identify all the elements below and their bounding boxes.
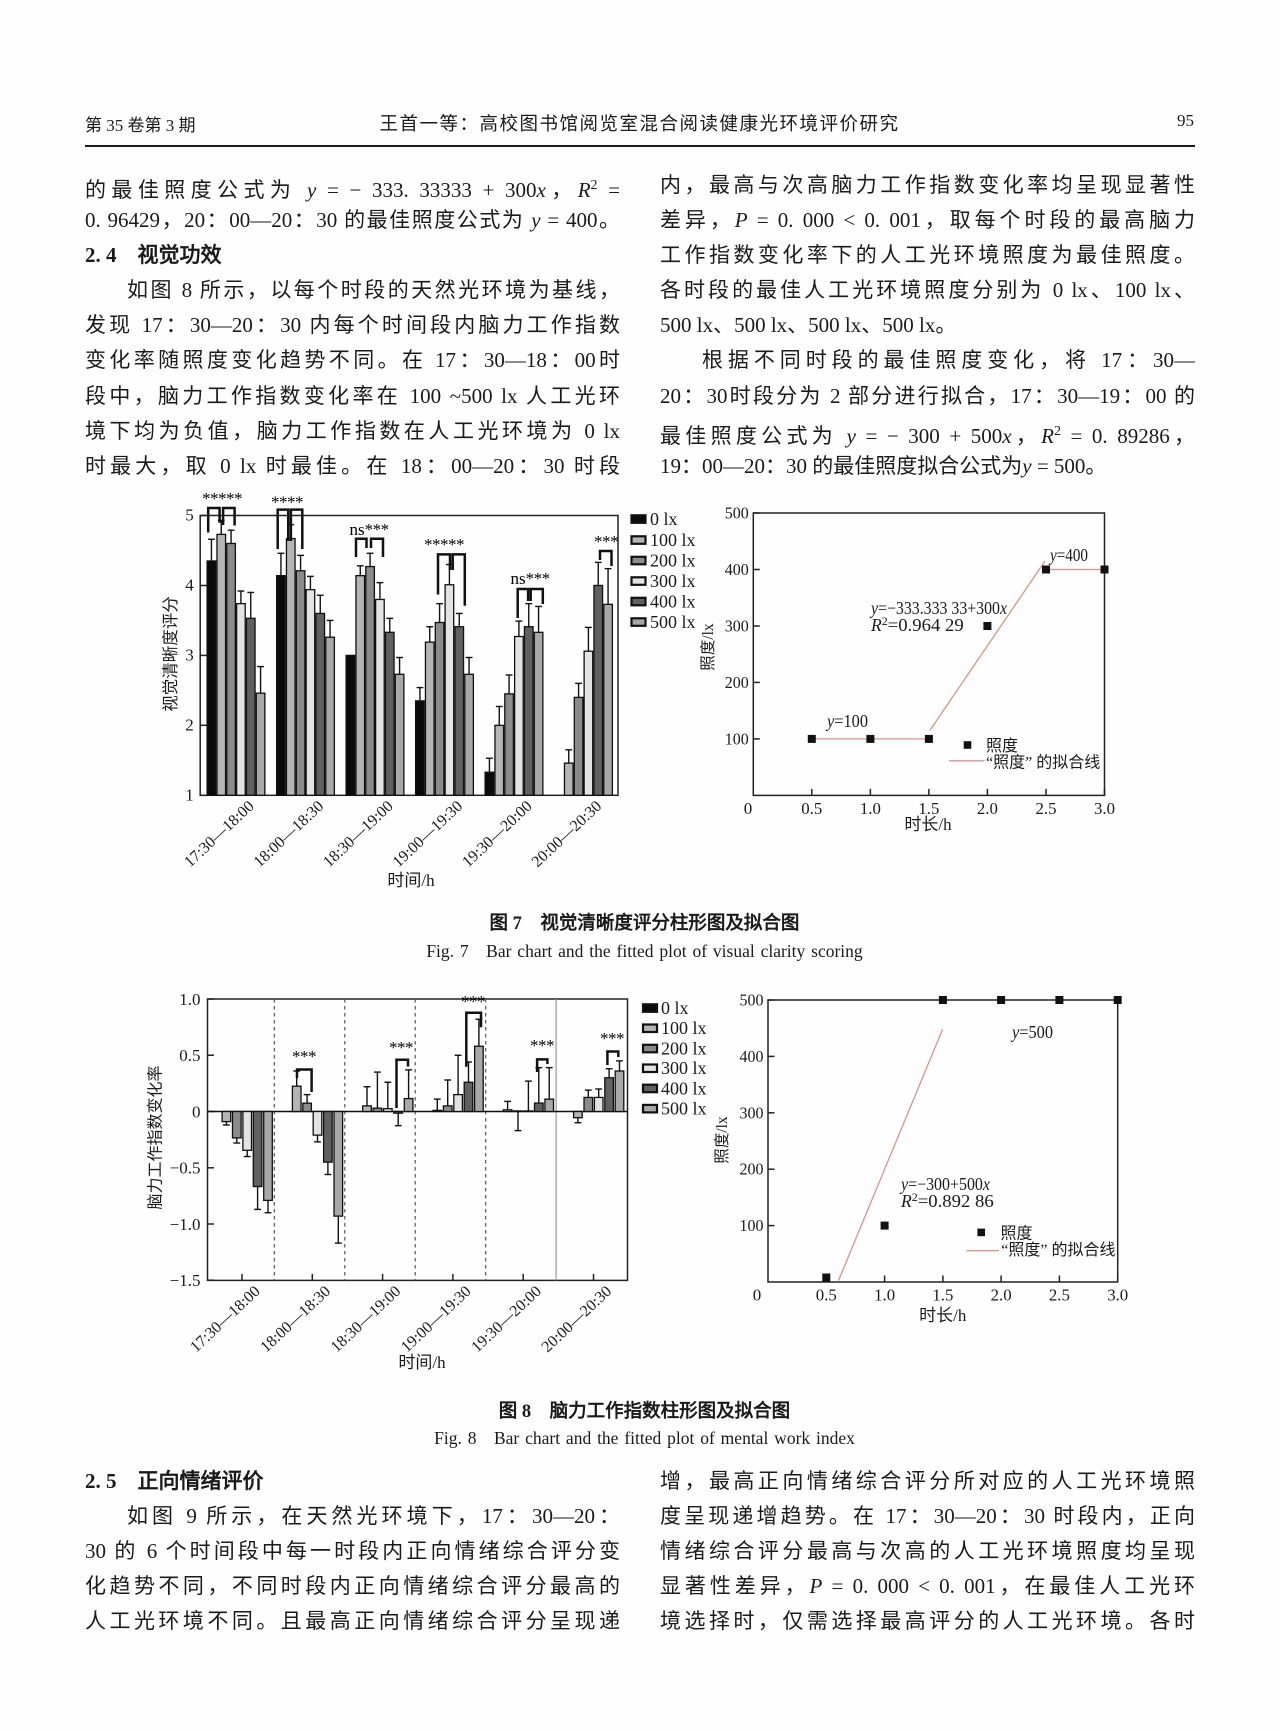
svg-text:100 lx: 100 lx: [661, 1018, 707, 1038]
svg-text:***: ***: [292, 1047, 316, 1066]
svg-text:***: ***: [600, 1029, 624, 1048]
svg-text:300 lx: 300 lx: [650, 571, 696, 591]
svg-text:y=400: y=400: [1048, 545, 1088, 565]
svg-text:200: 200: [740, 1160, 764, 1179]
svg-text:y=500: y=500: [1010, 1022, 1053, 1042]
svg-text:17:30—18:00: 17:30—18:00: [187, 1283, 264, 1356]
svg-text:y=100: y=100: [825, 711, 868, 731]
svg-text:***: ***: [530, 1036, 554, 1055]
svg-text:1.0: 1.0: [874, 1286, 895, 1305]
svg-text:***: ***: [594, 532, 618, 551]
svg-text:17:30—18:00: 17:30—18:00: [181, 798, 258, 871]
svg-text:R2=0.964 29: R2=0.964 29: [870, 614, 964, 635]
svg-text:***: ***: [461, 992, 485, 1011]
svg-text:100: 100: [740, 1216, 764, 1235]
svg-text:500 lx: 500 lx: [661, 1099, 707, 1119]
svg-text:300: 300: [740, 1103, 764, 1122]
svg-text:18:30—19:00: 18:30—19:00: [328, 1283, 405, 1356]
svg-text:20:00—20:30: 20:00—20:30: [539, 1283, 616, 1356]
svg-text:1.5: 1.5: [932, 1286, 953, 1305]
svg-text:0: 0: [192, 1102, 201, 1121]
svg-text:****: ****: [271, 493, 303, 512]
svg-text:18:00—18:30: 18:00—18:30: [251, 798, 328, 871]
svg-text:1.5: 1.5: [918, 799, 939, 818]
svg-text:20:00—20:30: 20:00—20:30: [529, 798, 606, 871]
svg-text:400 lx: 400 lx: [661, 1078, 707, 1098]
svg-text:1.0: 1.0: [179, 990, 200, 1009]
svg-text:19:30—20:00: 19:30—20:00: [459, 798, 536, 871]
svg-text:400 lx: 400 lx: [650, 592, 696, 612]
svg-text:−0.5: −0.5: [170, 1159, 201, 1178]
svg-text:3.0: 3.0: [1094, 799, 1115, 818]
svg-text:500 lx: 500 lx: [650, 612, 696, 632]
svg-text:19:30—20:00: 19:30—20:00: [468, 1283, 545, 1356]
svg-text:500: 500: [740, 991, 764, 1010]
svg-text:“照度” 的拟合线: “照度” 的拟合线: [1001, 1241, 1115, 1259]
svg-text:R2=0.892 86: R2=0.892 86: [900, 1190, 994, 1211]
svg-text:照度/lx: 照度/lx: [713, 1116, 731, 1164]
svg-text:0 lx: 0 lx: [661, 998, 689, 1018]
svg-text:0.5: 0.5: [816, 1286, 837, 1305]
svg-text:脑力工作指数变化率: 脑力工作指数变化率: [147, 1065, 165, 1209]
svg-text:300 lx: 300 lx: [661, 1058, 707, 1078]
svg-text:2.5: 2.5: [1036, 799, 1057, 818]
svg-text:200 lx: 200 lx: [661, 1039, 707, 1059]
svg-text:100: 100: [725, 729, 749, 748]
svg-text:−1.0: −1.0: [170, 1215, 201, 1234]
svg-text:19:00—19:30: 19:00—19:30: [398, 1283, 475, 1356]
svg-text:y=−333.333 33+300x: y=−333.333 33+300x: [869, 598, 1007, 618]
svg-text:2.5: 2.5: [1049, 1286, 1070, 1305]
svg-text:“照度” 的拟合线: “照度” 的拟合线: [986, 754, 1100, 772]
svg-text:18:30—19:00: 18:30—19:00: [320, 798, 397, 871]
svg-text:0: 0: [744, 799, 753, 818]
svg-text:5: 5: [185, 506, 194, 525]
svg-text:*****: *****: [424, 535, 464, 554]
svg-text:19:00—19:30: 19:00—19:30: [390, 798, 467, 871]
svg-text:0: 0: [753, 1286, 762, 1305]
svg-text:时间/h: 时间/h: [398, 1353, 446, 1372]
svg-text:***: ***: [389, 1038, 413, 1057]
svg-text:2: 2: [185, 716, 194, 735]
svg-text:500: 500: [725, 504, 749, 523]
svg-text:0.5: 0.5: [801, 799, 822, 818]
svg-text:1.0: 1.0: [860, 799, 881, 818]
svg-text:4: 4: [185, 576, 194, 595]
svg-text:−1.5: −1.5: [170, 1271, 201, 1290]
svg-text:*****: *****: [202, 489, 242, 508]
svg-text:400: 400: [740, 1047, 764, 1066]
svg-text:y=−300+500x: y=−300+500x: [899, 1174, 990, 1194]
svg-text:照度/lx: 照度/lx: [699, 623, 717, 671]
svg-text:200 lx: 200 lx: [650, 551, 696, 571]
svg-text:300: 300: [725, 617, 749, 636]
svg-text:200: 200: [725, 673, 749, 692]
svg-text:3.0: 3.0: [1107, 1286, 1128, 1305]
svg-text:400: 400: [725, 560, 749, 579]
svg-text:100 lx: 100 lx: [650, 530, 696, 550]
svg-text:时长/h: 时长/h: [904, 815, 952, 834]
svg-text:时间/h: 时间/h: [387, 871, 435, 890]
svg-text:照度: 照度: [986, 737, 1018, 755]
svg-text:照度: 照度: [1001, 1225, 1033, 1243]
svg-text:2.0: 2.0: [977, 799, 998, 818]
svg-text:2.0: 2.0: [991, 1286, 1012, 1305]
svg-text:视觉清晰度评分: 视觉清晰度评分: [161, 596, 180, 712]
svg-text:时长/h: 时长/h: [919, 1306, 967, 1325]
svg-text:3: 3: [185, 646, 194, 665]
svg-text:0 lx: 0 lx: [650, 509, 678, 529]
svg-text:18:00—18:30: 18:00—18:30: [257, 1283, 334, 1356]
svg-text:ns***: ns***: [349, 520, 388, 539]
svg-text:0.5: 0.5: [179, 1046, 200, 1065]
svg-text:1: 1: [185, 786, 194, 805]
svg-text:ns***: ns***: [510, 569, 549, 588]
